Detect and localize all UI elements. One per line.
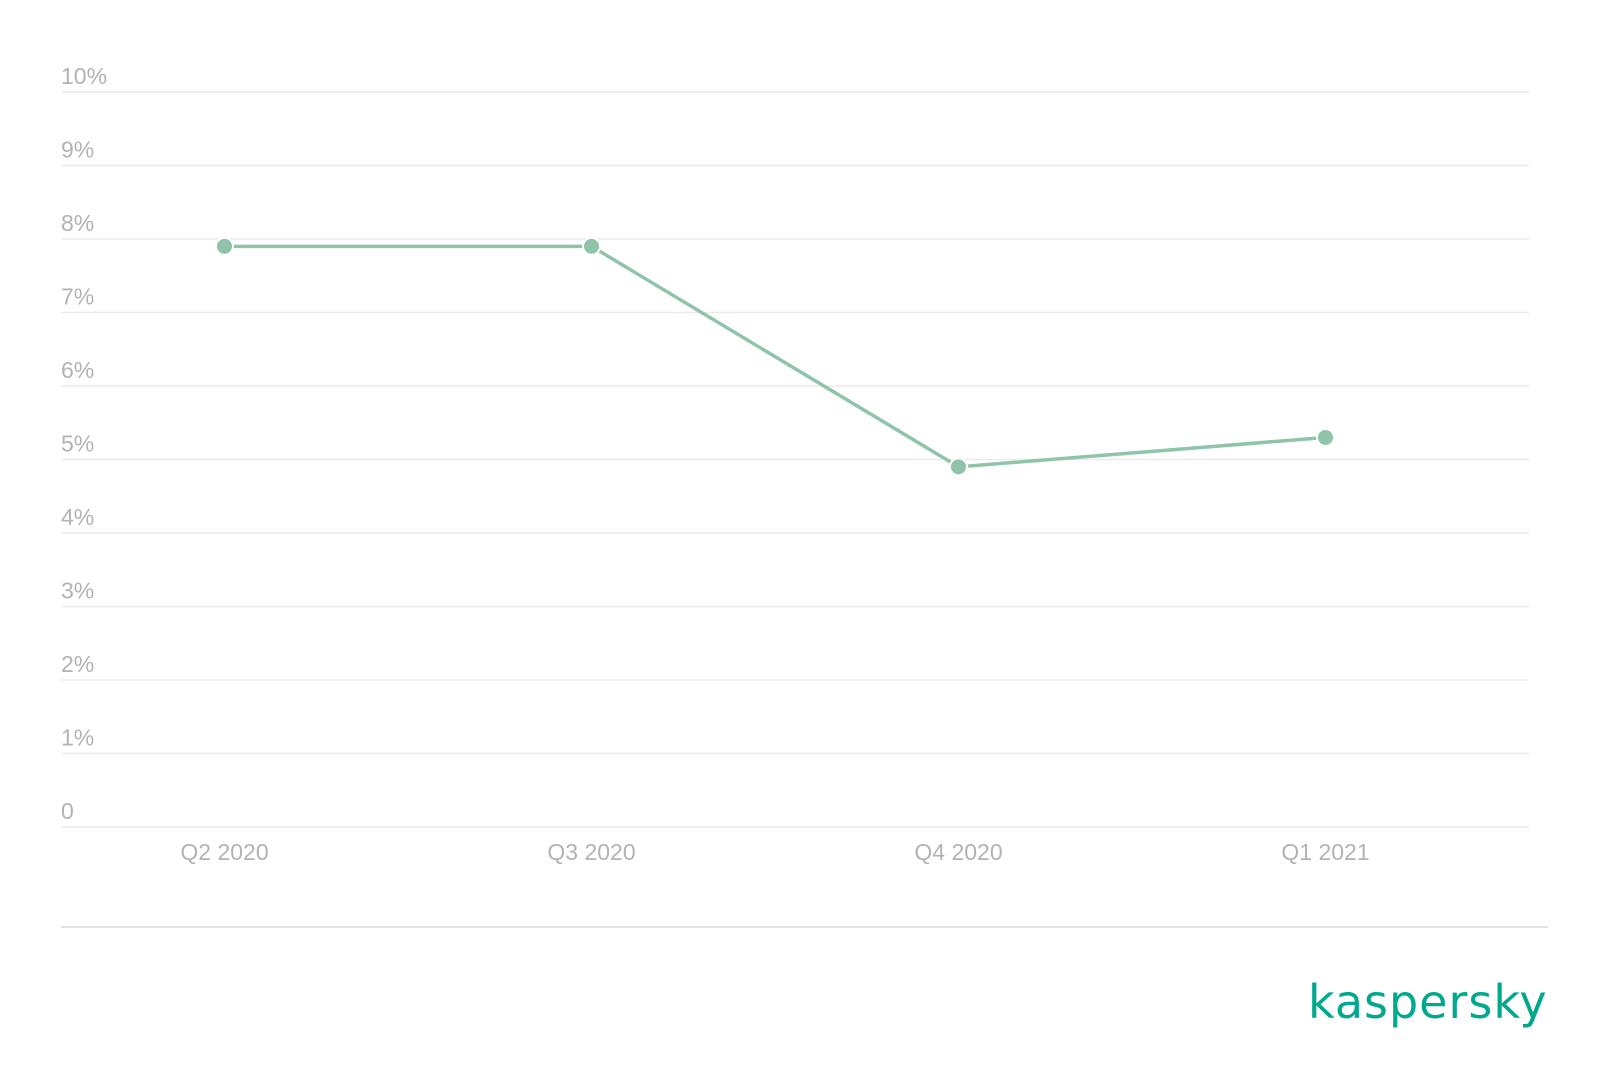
data-point: [949, 457, 968, 477]
series-line: [224, 244, 1326, 469]
line-chart: 0 1% 2% 3% 4% 5% 6% 7% 8% 9% 10% Q2 2020 Q3 2020 Q4 …: [61, 63, 1529, 865]
data-point: [1316, 427, 1335, 447]
data-point: [215, 236, 234, 256]
y-tick-label: 5%: [61, 431, 94, 457]
x-tick-label: Q2 2020: [180, 839, 268, 865]
x-tick-label: Q1 2021: [1281, 839, 1369, 865]
y-tick-label: 10%: [61, 63, 107, 89]
y-tick-label: 8%: [61, 210, 94, 236]
series: [215, 236, 1335, 477]
kaspersky-logo: kaspersky: [1308, 975, 1548, 1029]
y-tick-label: 3%: [61, 578, 94, 604]
y-tick-label: 0: [61, 798, 74, 824]
x-tick-label: Q3 2020: [547, 839, 635, 865]
y-tick-label: 1%: [61, 725, 94, 751]
footer-divider: [61, 926, 1548, 928]
x-tick-label: Q4 2020: [914, 839, 1002, 865]
y-tick-label: 9%: [61, 137, 94, 163]
data-point: [582, 236, 601, 256]
y-axis-ticks: 0 1% 2% 3% 4% 5% 6% 7% 8% 9% 10%: [61, 63, 107, 824]
y-tick-label: 7%: [61, 284, 94, 310]
x-axis-ticks: Q2 2020 Q3 2020 Q4 2020 Q1 2021: [180, 839, 1369, 865]
y-tick-label: 2%: [61, 651, 94, 677]
y-tick-label: 6%: [61, 357, 94, 383]
y-tick-label: 4%: [61, 504, 94, 530]
grid-lines: [61, 91, 1529, 828]
